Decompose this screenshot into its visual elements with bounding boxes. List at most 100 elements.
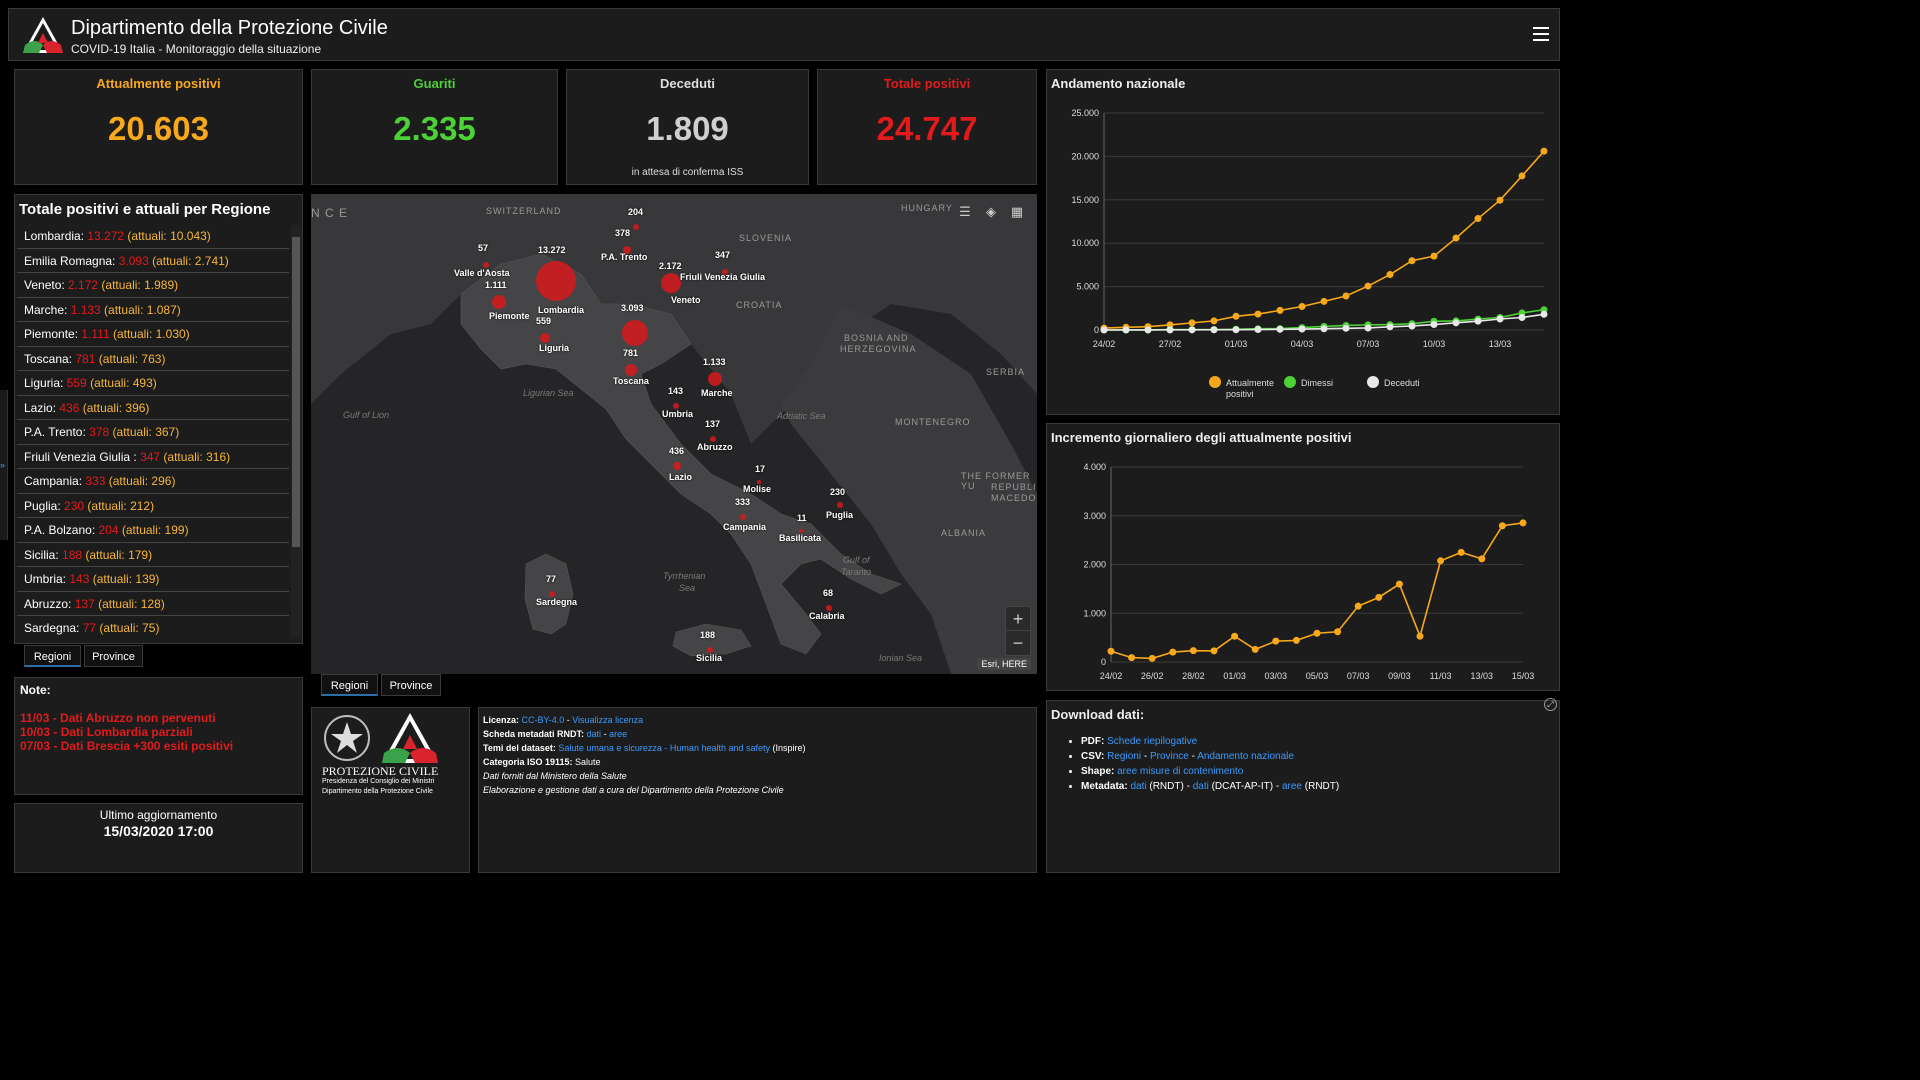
data-point[interactable] (1408, 322, 1416, 330)
data-point[interactable] (1276, 325, 1284, 333)
region-row[interactable]: Friuli Venezia Giulia : 347 (attuali: 31… (17, 445, 289, 469)
data-point[interactable] (1540, 310, 1548, 318)
map-attribution[interactable]: Esri, HERE (977, 658, 1031, 670)
shape-link[interactable]: aree misure di contenimento (1117, 766, 1244, 777)
region-row[interactable]: Piemonte: 1.111 (attuali: 1.030) (17, 322, 289, 347)
layers-icon[interactable]: ◈ (986, 204, 996, 219)
region-marker[interactable] (623, 246, 631, 254)
data-point[interactable] (1518, 172, 1526, 180)
region-row[interactable]: Puglia: 230 (attuali: 212) (17, 494, 289, 518)
regions-scrollbar[interactable] (291, 225, 301, 637)
data-point[interactable] (1364, 282, 1372, 290)
region-marker[interactable] (536, 261, 576, 301)
data-point[interactable] (1519, 519, 1527, 527)
data-point[interactable] (1342, 324, 1350, 332)
hamburger-icon[interactable] (1533, 27, 1549, 41)
scheda-dati-link[interactable]: dati (586, 729, 602, 739)
data-point[interactable] (1540, 147, 1548, 155)
data-point[interactable] (1430, 321, 1438, 329)
region-row[interactable]: Veneto: 2.172 (attuali: 1.989) (17, 273, 289, 298)
region-row[interactable]: Campania: 333 (attuali: 296) (17, 469, 289, 494)
data-point[interactable] (1210, 326, 1218, 334)
data-point[interactable] (1364, 324, 1372, 332)
licenza-link[interactable]: CC-BY-4.0 (521, 715, 565, 725)
legend-label[interactable]: Deceduti (1384, 378, 1420, 388)
data-point[interactable] (1478, 555, 1486, 563)
data-point[interactable] (1254, 326, 1262, 334)
list-icon[interactable]: ☰ (959, 204, 971, 219)
data-point[interactable] (1231, 632, 1239, 640)
data-point[interactable] (1474, 317, 1482, 325)
region-marker[interactable] (708, 372, 722, 386)
tab-regioni-list[interactable]: Regioni (24, 645, 81, 667)
scrollbar-thumb[interactable] (292, 237, 300, 547)
data-point[interactable] (1437, 557, 1445, 565)
region-marker[interactable] (740, 514, 746, 520)
pdf-link[interactable]: Schede riepilogative (1107, 736, 1198, 747)
data-point[interactable] (1232, 326, 1240, 334)
region-marker[interactable] (707, 647, 713, 653)
data-point[interactable] (1452, 234, 1460, 242)
data-point[interactable] (1210, 317, 1218, 325)
data-point[interactable] (1188, 326, 1196, 334)
region-marker[interactable] (837, 502, 843, 508)
data-point[interactable] (1354, 602, 1362, 610)
region-marker[interactable] (826, 605, 832, 611)
region-marker[interactable] (492, 295, 506, 309)
csv-province-link[interactable]: Province (1149, 751, 1189, 762)
region-marker[interactable] (673, 403, 679, 409)
tab-province-list[interactable]: Province (84, 645, 143, 667)
temi-link[interactable]: Salute umana e sicurezza - Human health … (558, 743, 770, 753)
region-marker[interactable] (549, 591, 555, 597)
data-point[interactable] (1386, 271, 1394, 279)
data-point[interactable] (1232, 312, 1240, 320)
map-view[interactable]: N C E SWITZERLAND HUNGARY SLOVENIA CROAT… (311, 194, 1037, 674)
region-row[interactable]: Toscana: 781 (attuali: 763) (17, 347, 289, 371)
metadata-dati-rndt-link[interactable]: dati (1130, 781, 1147, 792)
expand-icon[interactable]: ⤢ (1544, 698, 1557, 711)
data-point[interactable] (1496, 315, 1504, 323)
region-marker[interactable] (540, 333, 550, 343)
region-marker[interactable] (673, 462, 681, 470)
region-row[interactable]: Sardegna: 77 (attuali: 75) (17, 616, 289, 638)
data-point[interactable] (1375, 593, 1383, 601)
region-row[interactable]: P.A. Trento: 378 (attuali: 367) (17, 420, 289, 445)
data-point[interactable] (1188, 319, 1196, 327)
region-marker[interactable] (625, 364, 637, 376)
data-point[interactable] (1298, 325, 1306, 333)
data-point[interactable] (1210, 647, 1218, 655)
region-row[interactable]: Abruzzo: 137 (attuali: 128) (17, 592, 289, 616)
metadata-dati-dcat-link[interactable]: dati (1192, 781, 1209, 792)
data-point[interactable] (1189, 647, 1197, 655)
data-point[interactable] (1342, 292, 1350, 300)
csv-regioni-link[interactable]: Regioni (1107, 751, 1142, 762)
data-point[interactable] (1128, 654, 1136, 662)
regions-list[interactable]: Lombardia: 13.272 (attuali: 10.043) Emili… (17, 224, 289, 638)
data-point[interactable] (1107, 647, 1115, 655)
data-point[interactable] (1251, 645, 1259, 653)
data-point[interactable] (1272, 637, 1280, 645)
region-marker[interactable] (661, 273, 681, 293)
region-row[interactable]: Lombardia: 13.272 (attuali: 10.043) (17, 224, 289, 249)
data-point[interactable] (1320, 325, 1328, 333)
data-point[interactable] (1518, 313, 1526, 321)
data-point[interactable] (1474, 215, 1482, 223)
region-marker[interactable] (757, 480, 761, 484)
legend-label[interactable]: Attualmente positivi (1226, 378, 1274, 399)
data-point[interactable] (1169, 648, 1177, 656)
region-row[interactable]: Marche: 1.133 (attuali: 1.087) (17, 298, 289, 322)
data-point[interactable] (1254, 310, 1262, 318)
collapse-handle-icon[interactable]: » (0, 390, 8, 540)
data-point[interactable] (1452, 319, 1460, 327)
tab-regioni-map[interactable]: Regioni (321, 674, 378, 696)
zoom-in-button[interactable]: + (1006, 607, 1030, 631)
region-row[interactable]: P.A. Bolzano: 204 (attuali: 199) (17, 518, 289, 543)
data-point[interactable] (1320, 297, 1328, 305)
data-point[interactable] (1276, 306, 1284, 314)
tab-province-map[interactable]: Province (381, 674, 441, 696)
data-point[interactable] (1298, 303, 1306, 311)
data-point[interactable] (1122, 326, 1130, 334)
data-point[interactable] (1144, 326, 1152, 334)
data-point[interactable] (1408, 257, 1416, 265)
legend-label[interactable]: Dimessi (1301, 378, 1333, 388)
